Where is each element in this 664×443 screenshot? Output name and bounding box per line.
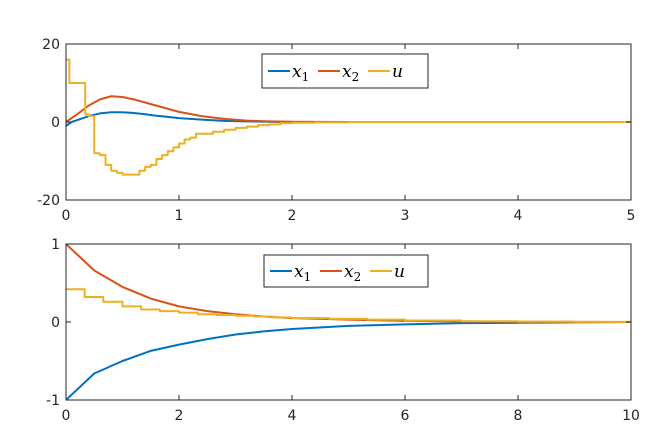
x-tick-label: 2 xyxy=(175,408,184,424)
legend-entry-x2: x2 xyxy=(344,262,361,284)
y-tick-label: -1 xyxy=(46,393,60,409)
x-tick-label: 3 xyxy=(401,208,410,224)
x-tick-label: 10 xyxy=(622,408,640,424)
series-group xyxy=(66,244,631,400)
series-line-u xyxy=(66,58,631,176)
legend-entry-u: u xyxy=(392,62,403,82)
x-tick-label: 1 xyxy=(175,208,184,224)
x-tick-label: 0 xyxy=(62,208,71,224)
y-tick-label: 0 xyxy=(51,115,60,131)
legend-entry-x2: x2 xyxy=(342,62,359,84)
x-tick-label: 0 xyxy=(62,408,71,424)
y-tick-label: 1 xyxy=(51,237,60,253)
legend-entry-u: u xyxy=(394,262,405,282)
x-tick-label: 6 xyxy=(401,408,410,424)
y-tick-label: -20 xyxy=(37,193,60,209)
series-line-x1 xyxy=(66,321,631,400)
x-tick-label: 4 xyxy=(288,408,297,424)
legend-entry-x1: x1 xyxy=(292,62,309,84)
series-line-u xyxy=(66,288,631,323)
series-group xyxy=(66,58,631,176)
x-tick-label: 8 xyxy=(514,408,523,424)
y-tick-label: 20 xyxy=(42,37,60,53)
x-tick-label: 5 xyxy=(627,208,636,224)
legend: x1 x2 u xyxy=(261,53,429,89)
legend-entry-x1: x1 xyxy=(294,262,311,284)
x-tick-label: 2 xyxy=(288,208,297,224)
y-tick-label: 0 xyxy=(51,315,60,331)
legend: x1 x2 u xyxy=(263,254,429,288)
x-tick-label: 4 xyxy=(514,208,523,224)
